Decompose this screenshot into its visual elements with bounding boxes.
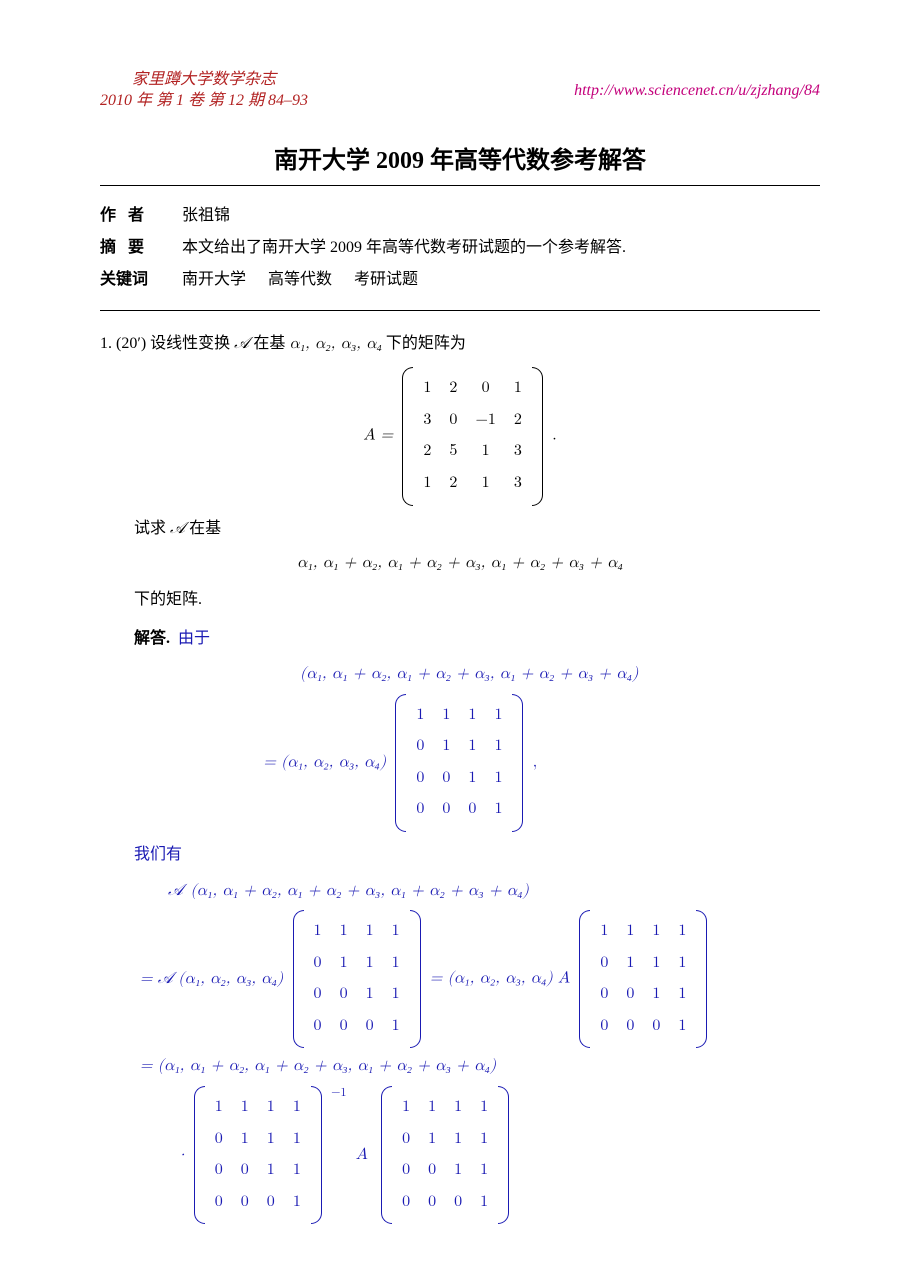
- stem-f-line: 下的矩阵.: [134, 587, 820, 613]
- kw-3: 考研试题: [354, 271, 418, 288]
- q-text-b: 在基: [249, 335, 289, 352]
- page-number: 84: [804, 82, 820, 99]
- author-row: 作 者 张祖锦: [100, 200, 820, 232]
- kw-1: 南开大学: [182, 271, 246, 288]
- eq2-line4: · 1111 0111 0011 0001 −1 A 1: [180, 1086, 820, 1224]
- eq2-line1: 𝒜 (α₁, α₁ + α₂, α₁ + α₂ + α₃, α₁ + α₂ + …: [168, 878, 820, 905]
- basis-2-display: α₁, α₁ + α₂, α₁ + α₂ + α₃, α₁ + α₂ + α₃ …: [100, 551, 820, 577]
- keywords-label: 关键词: [100, 264, 182, 296]
- abstract-text: 本文给出了南开大学 2009 年高等代数考研试题的一个参考解答.: [182, 232, 820, 264]
- we-have-text: 我们有: [134, 842, 820, 868]
- page: 家里蹲大学数学杂志 2010 年 第 1 卷 第 12 期 84–93 http…: [0, 0, 920, 1274]
- A-sym: A: [356, 1147, 368, 1163]
- solution-label: 解答.: [134, 630, 170, 647]
- matrix-A-table: 1201 30−12 2513 1213: [414, 373, 531, 499]
- abstract-row: 摘 要 本文给出了南开大学 2009 年高等代数考研试题的一个参考解答.: [100, 232, 820, 264]
- A-equals: A =: [363, 428, 393, 444]
- solution-start: 解答. 由于: [134, 626, 820, 652]
- matrix-A-display: A = 1201 30−12 2513 1213 .: [100, 367, 820, 505]
- rule-bottom: [100, 310, 820, 311]
- issue-line: 2010 年 第 1 卷 第 12 期 84–93: [100, 91, 308, 112]
- keywords-text: 南开大学 高等代数 考研试题: [182, 264, 820, 296]
- operator-A-cal-2: 𝒜: [170, 520, 185, 537]
- matrix-P-1: 1111 0111 0011 0001: [395, 694, 523, 832]
- journal-block: 家里蹲大学数学杂志 2010 年 第 1 卷 第 12 期 84–93: [100, 70, 308, 112]
- since-text: 由于: [178, 630, 210, 647]
- meta-block: 作 者 张祖锦 摘 要 本文给出了南开大学 2009 年高等代数考研试题的一个参…: [100, 200, 820, 296]
- matrix-P-4: 1111 0111 0011 0001: [381, 1086, 509, 1224]
- journal-name: 家里蹲大学数学杂志: [100, 70, 308, 91]
- author-label: 作 者: [100, 200, 182, 232]
- eq2-mid: = (α₁, α₂, α₃, α₄) A: [430, 971, 570, 987]
- dot: ·: [180, 1147, 184, 1163]
- operator-A-cal: 𝒜: [234, 335, 249, 352]
- rule-top: [100, 185, 820, 186]
- eq2-left: = 𝒜 (α₁, α₂, α₃, α₄): [140, 971, 283, 987]
- q-text-d: 试求: [134, 520, 170, 537]
- q-text-c: 下的矩阵为: [382, 335, 466, 352]
- comma-1: ,: [533, 754, 537, 770]
- q-points: (20′): [116, 335, 146, 352]
- kw-2: 高等代数: [268, 271, 332, 288]
- matrix-A: 1201 30−12 2513 1213: [402, 367, 543, 505]
- matrix-P-inv: 1111 0111 0011 0001: [194, 1086, 322, 1224]
- eq-block-2: 𝒜 (α₁, α₁ + α₂, α₁ + α₂ + α₃, α₁ + α₂ + …: [140, 878, 820, 1225]
- eq2-line2: = 𝒜 (α₁, α₂, α₃, α₄) 1111 0111 0011 0001…: [140, 910, 820, 1048]
- inverse-exponent: −1: [331, 1087, 346, 1099]
- q-text-a: 设线性变换: [150, 335, 234, 352]
- period: .: [552, 428, 556, 444]
- source-url[interactable]: http://www.sciencenet.cn/u/zjzhang/: [574, 82, 804, 99]
- problem-stem: 1. (20′) 设线性变换 𝒜 在基 α₁, α₂, α₃, α₄ 下的矩阵为: [100, 331, 820, 358]
- matrix-P-2: 1111 0111 0011 0001: [293, 910, 421, 1048]
- page-header: 家里蹲大学数学杂志 2010 年 第 1 卷 第 12 期 84–93 http…: [100, 70, 820, 112]
- author-name: 张祖锦: [182, 200, 820, 232]
- basis-1: α₁, α₂, α₃, α₄: [289, 336, 382, 352]
- abstract-label: 摘 要: [100, 232, 182, 264]
- q-number: 1.: [100, 335, 112, 352]
- body: 1. (20′) 设线性变换 𝒜 在基 α₁, α₂, α₃, α₄ 下的矩阵为…: [100, 331, 820, 1225]
- matrix-P-3: 1111 0111 0011 0001: [579, 910, 707, 1048]
- eq1-line2: = (α₁, α₂, α₃, α₄) 1111 0111 0011 0001 ,: [300, 694, 820, 832]
- stem-d-line: 试求 𝒜 在基: [134, 516, 820, 542]
- eq2-line3: = (α₁, α₁ + α₂, α₁ + α₂ + α₃, α₁ + α₂ + …: [140, 1054, 820, 1080]
- q-text-e: 在基: [185, 520, 221, 537]
- paper-title: 南开大学 2009 年高等代数参考解答: [100, 140, 820, 175]
- eq1-prefix: = (α₁, α₂, α₃, α₄): [263, 754, 386, 770]
- eq-block-1: (α₁, α₁ + α₂, α₁ + α₂ + α₃, α₁ + α₂ + α₃…: [300, 662, 820, 832]
- keywords-row: 关键词 南开大学 高等代数 考研试题: [100, 264, 820, 296]
- url-block: http://www.sciencenet.cn/u/zjzhang/84: [574, 82, 820, 100]
- eq1-line1: (α₁, α₁ + α₂, α₁ + α₂ + α₃, α₁ + α₂ + α₃…: [300, 662, 820, 688]
